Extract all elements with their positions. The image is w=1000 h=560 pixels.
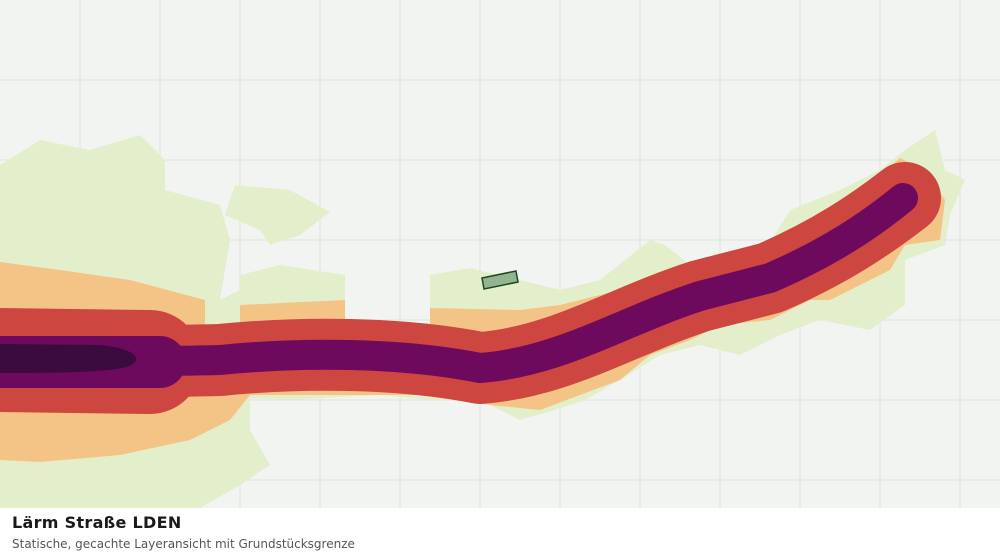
map — [0, 0, 1000, 508]
layer-subtitle: Statische, gecachte Layeransicht mit Gru… — [12, 537, 355, 551]
footer: Lärm Straße LDEN Statische, gecachte Lay… — [0, 508, 1000, 560]
parcel-boundary — [481, 270, 519, 290]
layer-title: Lärm Straße LDEN — [12, 513, 182, 532]
noise-zone-max — [0, 344, 137, 373]
